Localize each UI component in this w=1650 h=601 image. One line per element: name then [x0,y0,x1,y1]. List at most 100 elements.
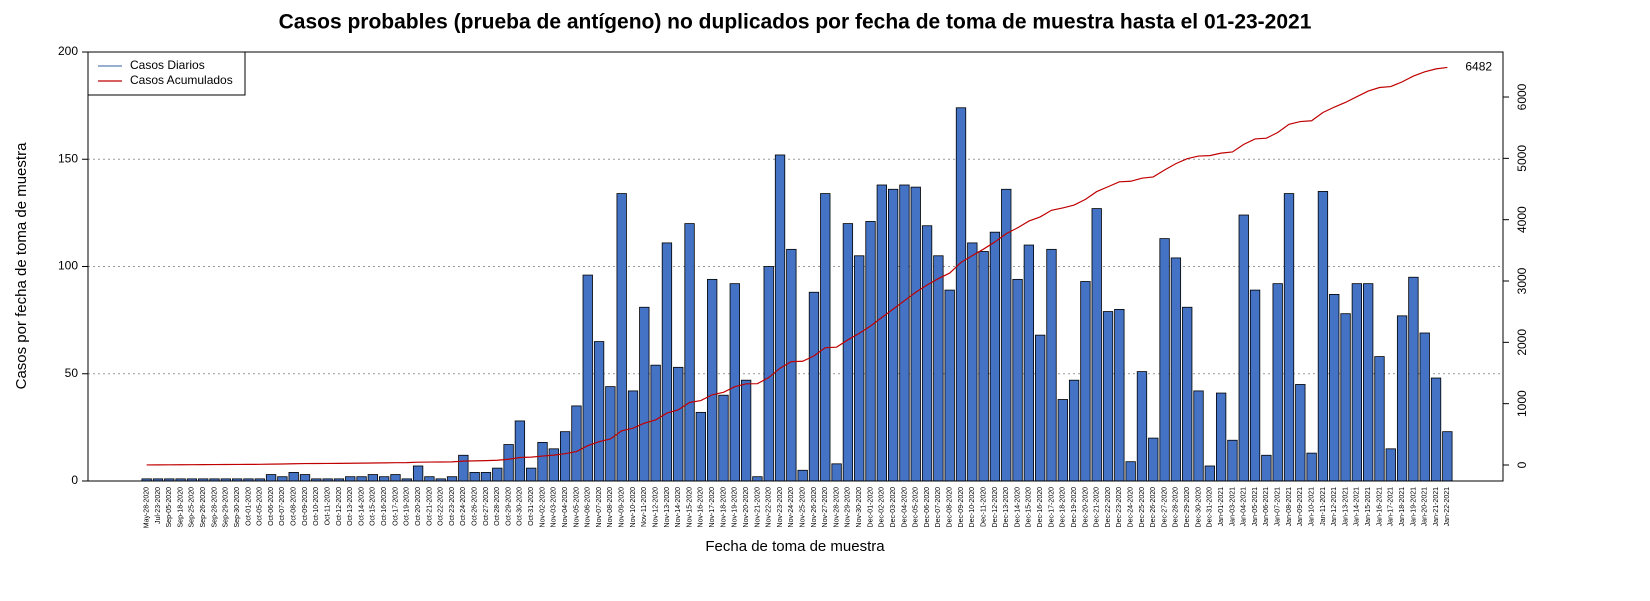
bar [729,283,740,482]
x-tick-label: Dec-15-2020 [1026,487,1033,528]
x-tick-label: Dec-14-2020 [1014,487,1021,528]
x-tick-label: Dec-13-2020 [1003,487,1010,528]
bar [876,184,887,482]
x-tick-label: Oct-19-2020 [404,487,411,526]
chart-title: Casos probables (prueba de antígeno) no … [279,11,1312,34]
bar [1136,371,1148,482]
bar [1272,283,1283,482]
x-tick-label: Jan-18-2021 [1399,487,1406,526]
x-tick-label: Dec-23-2020 [1116,487,1123,528]
x-tick-label: Dec-31-2020 [1207,487,1214,528]
bar [299,474,311,482]
x-tick-label: Nov-23-2020 [777,487,784,528]
x-tick-label: Jan-11-2021 [1320,487,1327,526]
x-tick-label: Nov-06-2020 [585,487,592,528]
x-tick-label: Oct-24-2020 [460,487,467,526]
x-tick-label: Dec-04-2020 [901,487,908,528]
x-tick-label: Oct-17-2020 [392,487,399,526]
x-tick-label: Oct-28-2020 [494,487,501,526]
bar [265,474,277,482]
x-tick-label: Oct-14-2020 [358,487,365,526]
bar [1306,452,1317,482]
x-tick-label: Nov-13-2020 [664,487,671,528]
x-tick-label: Jan-09-2021 [1297,487,1304,526]
bar [1182,306,1193,482]
bar [718,394,729,482]
x-tick-label: Jan-03-2021 [1229,487,1236,526]
bar [1283,193,1295,482]
x-tick-label: Sep-05-2020 [166,487,173,528]
bar [1012,278,1023,482]
x-tick-label: Dec-28-2020 [1173,487,1180,528]
x-tick-label: Oct-13-2020 [347,487,354,526]
x-tick-label: Dec-05-2020 [913,487,920,528]
x-tick-label: Jan-08-2021 [1286,487,1293,526]
y2-tick-label: 2000 [1515,329,1529,356]
bar [1080,281,1091,482]
x-tick-label: Oct-15-2020 [370,487,377,526]
bar [1396,315,1408,482]
x-tick-label: Nov-20-2020 [743,487,750,528]
bar [661,242,673,482]
x-tick-label: Oct-21-2020 [426,487,433,526]
y2-tick-label: 3000 [1515,267,1529,294]
bar [989,231,1001,482]
bar [1204,465,1215,482]
x-tick-label: Jul-23-2020 [155,487,162,524]
bar [480,472,492,482]
x-tick-label: Dec-03-2020 [890,487,897,528]
x-tick-label: Sep-29-2020 [223,487,230,528]
x-tick-label: Dec-25-2020 [1139,487,1146,528]
bar [571,405,582,482]
bar [627,390,639,482]
bar [808,291,820,482]
x-tick-label: Nov-18-2020 [720,487,727,528]
x-tick-label: Sep-30-2020 [234,487,241,528]
x-tick-label: Dec-08-2020 [947,487,954,528]
bar [469,472,480,482]
x-tick-label: Dec-07-2020 [935,487,942,528]
bar [639,306,650,482]
x-tick-label: Oct-10-2020 [313,487,320,526]
x-tick-label: Oct-22-2020 [438,487,445,526]
x-tick-label: Jan-06-2021 [1263,487,1270,526]
bar [1046,248,1057,482]
bar [1430,377,1442,482]
x-tick-label: Dec-02-2020 [879,487,886,528]
bar [650,364,661,482]
bar [356,476,367,482]
x-tick-label: Dec-29-2020 [1184,487,1191,528]
x-tick-label: Oct-01-2020 [245,487,252,526]
x-tick-label: Nov-28-2020 [833,487,840,528]
bar [503,444,514,482]
x-tick-label: Nov-08-2020 [607,487,614,528]
x-tick-label: Oct-08-2020 [291,487,298,526]
x-tick-label: Dec-30-2020 [1195,487,1202,528]
bar [978,251,989,482]
bar [1363,283,1374,482]
bar [1408,276,1419,482]
bar [390,474,401,482]
bar [514,420,526,482]
bar [1148,437,1159,482]
line [146,66,1448,466]
x-tick-label: Oct-30-2020 [517,487,524,526]
bar [955,107,967,482]
bar [559,431,571,482]
x-tick-label: Dec-24-2020 [1127,487,1134,528]
x-tick-label: Sep-26-2020 [200,487,207,528]
y-tick-label: 0 [71,473,78,487]
bar [458,454,469,482]
x-tick-label: Nov-14-2020 [675,487,682,528]
x-tick-label: Nov-30-2020 [856,487,863,528]
y2-tick-label: 1000 [1515,390,1529,417]
bar [616,193,627,482]
bar [582,274,593,482]
x-tick-label: May-28-2020 [143,487,150,528]
x-tick-label: Dec-09-2020 [958,487,965,528]
x-tick-label: Dec-18-2020 [1060,487,1067,528]
bar [842,223,854,482]
bar [763,266,774,482]
plot-frame [87,51,1504,482]
x-tick-label: Jan-13-2021 [1342,487,1349,526]
